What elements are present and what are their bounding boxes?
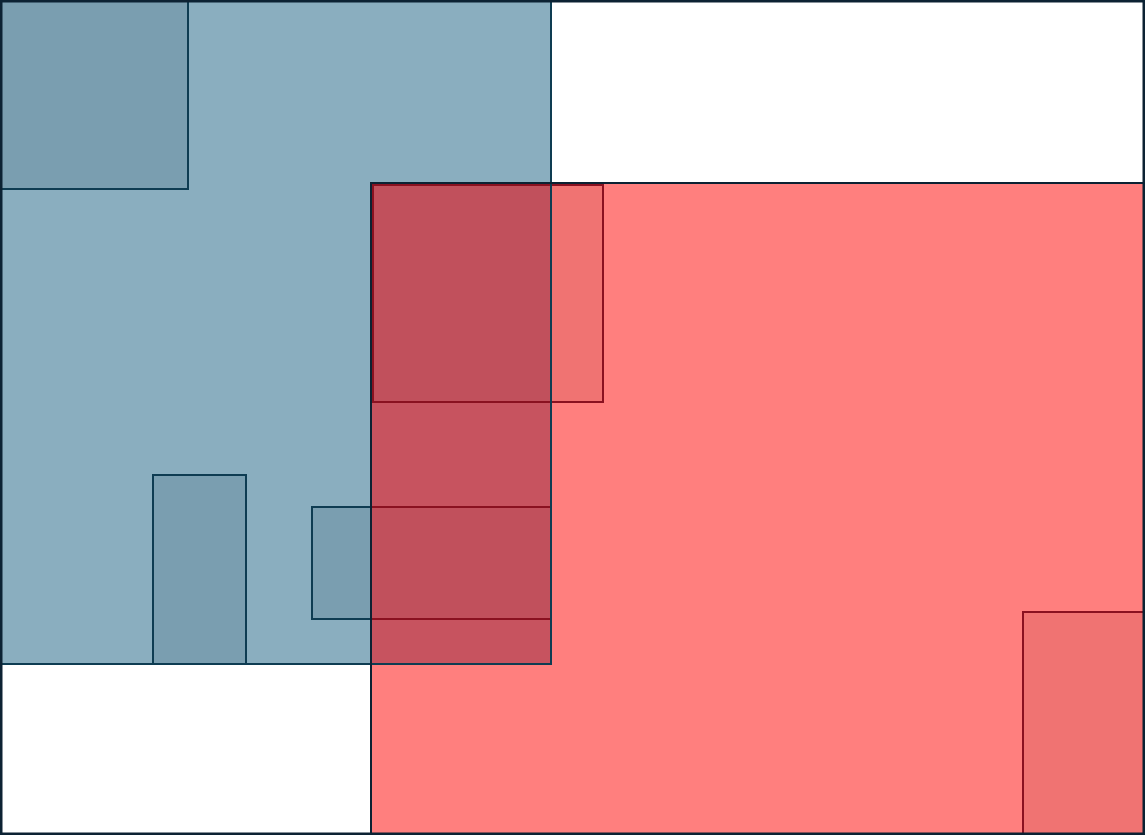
blue-subrect-top-left [0, 0, 189, 190]
blue-subrect-bottom-tall [152, 474, 247, 665]
red-subrect-top-overlap [371, 183, 551, 402]
red-subrect-top-outline [372, 184, 604, 403]
red-subrect-mid [370, 506, 552, 620]
blue-subrect-small [311, 506, 372, 620]
red-subrect-top [550, 182, 604, 403]
red-subrect-bottom-right [1022, 611, 1145, 835]
